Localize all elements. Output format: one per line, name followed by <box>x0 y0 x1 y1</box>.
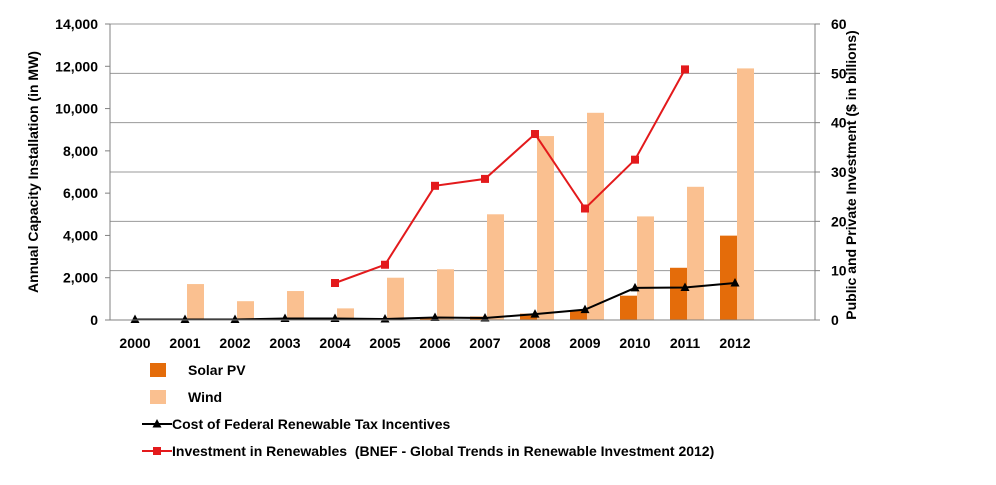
gridlines <box>110 23 815 272</box>
right-axis-title: Public and Private Investment ($ in bill… <box>843 30 859 319</box>
tax-incentives-point <box>230 314 240 324</box>
investment-point <box>631 155 639 164</box>
left-tick-label: 8,000 <box>63 143 98 159</box>
tax-incentives-point <box>580 304 590 314</box>
tax-incentives-point <box>530 309 540 318</box>
wind-bar <box>737 68 754 321</box>
wind-bar <box>337 308 354 320</box>
wind-bar <box>537 136 554 320</box>
x-tick-label: 2002 <box>219 335 250 351</box>
right-tick-label: 20 <box>831 213 847 229</box>
right-tick-label: 10 <box>831 263 847 279</box>
legend-tax-incentives-marker <box>152 419 162 428</box>
x-tick-label: 2005 <box>369 335 400 351</box>
x-tick-label: 2011 <box>670 335 701 351</box>
x-tick-label: 2009 <box>569 335 600 351</box>
legend-tax-incentives-label: Cost of Federal Renewable Tax Incentives <box>172 416 450 432</box>
wind-bar <box>237 301 254 320</box>
right-tick-label: 40 <box>831 115 847 131</box>
solar-pv-bar <box>520 313 537 320</box>
left-tick-label: 0 <box>90 312 98 328</box>
left-tick-label: 14,000 <box>55 16 98 32</box>
x-tick-label: 2007 <box>469 335 500 351</box>
investment-point <box>581 204 589 213</box>
wind-bar <box>387 277 404 320</box>
x-axis-ticks: 2000 2001 2002 2003 2004 2005 2006 2007 2008 2009… <box>119 335 750 351</box>
x-tick-label: 2008 <box>519 335 550 351</box>
wind-bar <box>587 112 604 320</box>
tax-incentives-point <box>430 312 440 322</box>
wind-bar <box>287 291 304 320</box>
x-tick-label: 2010 <box>619 335 650 351</box>
legend: Solar PV Wind Cost of Federal Renewable Ta… <box>142 362 714 459</box>
tax-incentives-point <box>480 313 490 322</box>
investment-point <box>381 260 389 269</box>
x-tick-label: 2001 <box>169 335 200 351</box>
legend-solar-pv-label: Solar PV <box>188 362 246 378</box>
investment-line <box>334 68 686 284</box>
solar-pv-bar <box>670 267 687 320</box>
right-axis-ticks: 0 10 20 30 40 50 60 <box>815 16 847 328</box>
tax-incentives-point <box>630 282 640 292</box>
left-tick-label: 12,000 <box>55 58 98 74</box>
x-tick-label: 2004 <box>319 335 350 351</box>
tax-incentives-point <box>680 282 690 291</box>
left-tick-label: 10,000 <box>55 101 98 117</box>
legend-solar-pv-swatch <box>150 363 166 377</box>
right-tick-label: 0 <box>831 312 839 328</box>
investment-point <box>431 181 439 190</box>
investment-point <box>531 130 539 139</box>
tax-incentives-point <box>730 278 740 287</box>
solar-pv-bar <box>420 317 437 320</box>
legend-wind-swatch <box>150 390 166 404</box>
wind-bar <box>687 186 704 320</box>
left-tick-label: 6,000 <box>63 185 98 201</box>
investment-point <box>481 174 489 183</box>
tax-incentives-point <box>130 314 140 324</box>
solar-pv-bar <box>720 235 737 320</box>
left-axis-ticks: 0 2,000 4,000 6,000 8,000 10,000 12,000 14,000 <box>55 16 110 328</box>
wind-bar <box>437 269 454 320</box>
tax-incentives-point <box>180 314 190 324</box>
bars <box>120 68 754 321</box>
solar-pv-bar <box>620 295 637 320</box>
legend-investment-marker <box>153 447 161 455</box>
x-tick-label: 2003 <box>269 335 300 351</box>
x-tick-label: 2006 <box>419 335 450 351</box>
wind-bar <box>487 214 504 320</box>
solar-pv-bar <box>570 310 587 320</box>
right-tick-label: 50 <box>831 65 847 81</box>
left-tick-label: 4,000 <box>63 227 98 243</box>
x-tick-label: 2000 <box>119 335 150 351</box>
left-tick-label: 2,000 <box>63 270 98 286</box>
legend-wind-label: Wind <box>188 389 222 405</box>
legend-investment-label: Investment in Renewables (BNEF - Global … <box>172 443 714 459</box>
left-axis-title: Annual Capacity Installation (in MW) <box>25 51 41 293</box>
right-tick-label: 30 <box>831 164 847 180</box>
x-tick-label: 2012 <box>719 335 750 351</box>
wind-bar <box>637 216 654 320</box>
investment-point <box>681 65 689 74</box>
wind-bar <box>187 284 204 320</box>
right-tick-label: 60 <box>831 16 847 32</box>
investment-point <box>331 279 339 287</box>
